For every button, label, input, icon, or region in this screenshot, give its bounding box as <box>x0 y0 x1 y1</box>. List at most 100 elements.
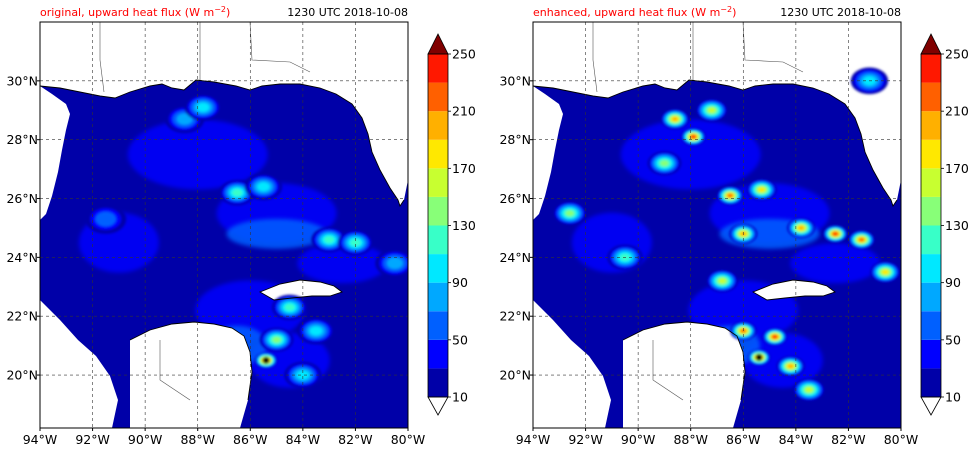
lat-tick-label: 28°N <box>6 132 38 147</box>
colorbar-segment <box>921 196 941 226</box>
colorbar-segment <box>921 139 941 169</box>
flux-hotspot <box>727 194 733 198</box>
colorbar-segment <box>921 339 941 369</box>
land-north-america <box>533 22 901 206</box>
lat-tick-label: 30°N <box>499 73 531 88</box>
colorbar-segment <box>921 254 941 283</box>
colorbar-label: 210 <box>945 104 969 119</box>
lon-tick-label: 84°W <box>286 432 321 447</box>
colorbar-segment <box>921 225 941 255</box>
flux-hotspot <box>296 370 310 380</box>
colorbar-segment <box>921 168 941 197</box>
gridlines <box>533 22 901 428</box>
land-mexico-west <box>533 300 611 428</box>
colorbar-label: 90 <box>945 275 961 290</box>
flux-hotspot <box>565 210 574 217</box>
flux-band <box>226 218 327 249</box>
lon-tick-label: 94°W <box>516 432 551 447</box>
lon-tick-label: 92°W <box>75 432 110 447</box>
colorbar-label: 50 <box>945 332 961 347</box>
panel-enhanced: enhanced, upward heat flux (W m−2) 1230 … <box>499 5 968 447</box>
storm-eye <box>755 353 763 361</box>
colorbar: 250 210 170 130 90 50 10 <box>920 33 969 416</box>
land-north-america <box>40 22 408 206</box>
colorbar-segment <box>428 368 448 397</box>
lon-tick-label: 88°W <box>673 432 708 447</box>
colorbar-over-extension <box>427 33 449 55</box>
colorbar-label: 130 <box>945 218 969 233</box>
colorbar: 250 210 170 130 90 50 10 <box>427 33 476 416</box>
map-plot <box>40 22 408 428</box>
land-cuba <box>260 280 342 300</box>
flux-hotspot <box>284 303 295 311</box>
colorbar-segment <box>921 111 941 140</box>
flux-hotspot <box>882 269 889 275</box>
flux-hotspot <box>708 107 716 113</box>
lat-tick-label: 24°N <box>6 250 38 265</box>
political-borders <box>592 22 804 401</box>
lat-tick-label: 20°N <box>6 368 38 383</box>
land-texas-coast <box>533 86 563 220</box>
panel-timestamp: 1230 UTC 2018-10-08 <box>780 6 901 19</box>
flux-hotspot <box>758 187 765 192</box>
colorbar-label: 90 <box>452 275 468 290</box>
lon-tick-label: 86°W <box>726 432 761 447</box>
colorbar-segment <box>428 254 448 283</box>
colorbar-segment <box>428 339 448 369</box>
colorbar-under-extension <box>920 396 942 416</box>
colorbar-label: 210 <box>452 104 476 119</box>
colorbar-segment <box>428 168 448 197</box>
flux-hotspots <box>85 93 408 389</box>
colorbar-label: 250 <box>452 47 476 62</box>
colorbar-label: 10 <box>945 390 961 405</box>
colorbar-segment <box>428 196 448 226</box>
flux-hotspot <box>350 239 361 247</box>
colorbar-segment <box>428 282 448 312</box>
panel-original: original, upward heat flux (W m−2) 1230 … <box>6 5 475 447</box>
lon-tick-label: 82°W <box>338 432 373 447</box>
flux-hotspot <box>859 238 864 242</box>
colorbar-segment <box>921 368 941 397</box>
colorbar-segment <box>428 54 448 83</box>
colorbar-segment <box>428 82 448 112</box>
panel-timestamp: 1230 UTC 2018-10-08 <box>287 6 408 19</box>
lon-tick-labels: 94°W 92°W 90°W 88°W 86°W 84°W 82°W 80°W <box>23 428 426 447</box>
lat-tick-label: 28°N <box>499 132 531 147</box>
colorbar-segment <box>921 54 941 83</box>
flux-hotspot <box>672 117 678 121</box>
lat-tick-labels: 30°N 28°N 26°N 24°N 22°N 20°N <box>6 73 40 383</box>
panel-title: enhanced, upward heat flux (W m−2) <box>533 5 736 19</box>
coastlines <box>40 79 405 401</box>
lon-tick-labels: 94°W 92°W 90°W 88°W 86°W 84°W 82°W 80°W <box>516 428 919 447</box>
colorbar-under-extension <box>427 396 449 416</box>
colorbar-segment <box>921 82 941 112</box>
colorbar-label: 170 <box>452 161 476 176</box>
colorbar-segment <box>921 311 941 340</box>
colorbar-segment <box>428 111 448 140</box>
lon-tick-label: 94°W <box>23 432 58 447</box>
colorbar-label: 10 <box>452 390 468 405</box>
colorbar-segment <box>428 311 448 340</box>
flux-hotspot <box>788 364 794 369</box>
flux-hotspot <box>718 278 726 284</box>
flux-hotspot <box>324 236 335 244</box>
lon-tick-label: 80°W <box>884 432 919 447</box>
colorbar-label: 130 <box>452 218 476 233</box>
lat-tick-label: 24°N <box>499 250 531 265</box>
lon-tick-label: 80°W <box>391 432 426 447</box>
flux-hotspot <box>309 326 323 336</box>
flux-hotspots <box>553 67 901 402</box>
colorbar-over-extension <box>920 33 942 55</box>
political-borders <box>99 22 311 401</box>
flux-hotspot <box>176 113 193 125</box>
flux-hotspot <box>798 226 804 230</box>
map-frame <box>39 21 409 429</box>
lon-tick-label: 82°W <box>831 432 866 447</box>
flux-hotspot <box>387 257 403 269</box>
flux-hotspot <box>691 135 696 139</box>
colorbar-label: 250 <box>945 47 969 62</box>
lat-tick-label: 30°N <box>6 73 38 88</box>
map-plot <box>533 22 901 428</box>
colorbar-segment <box>921 282 941 312</box>
